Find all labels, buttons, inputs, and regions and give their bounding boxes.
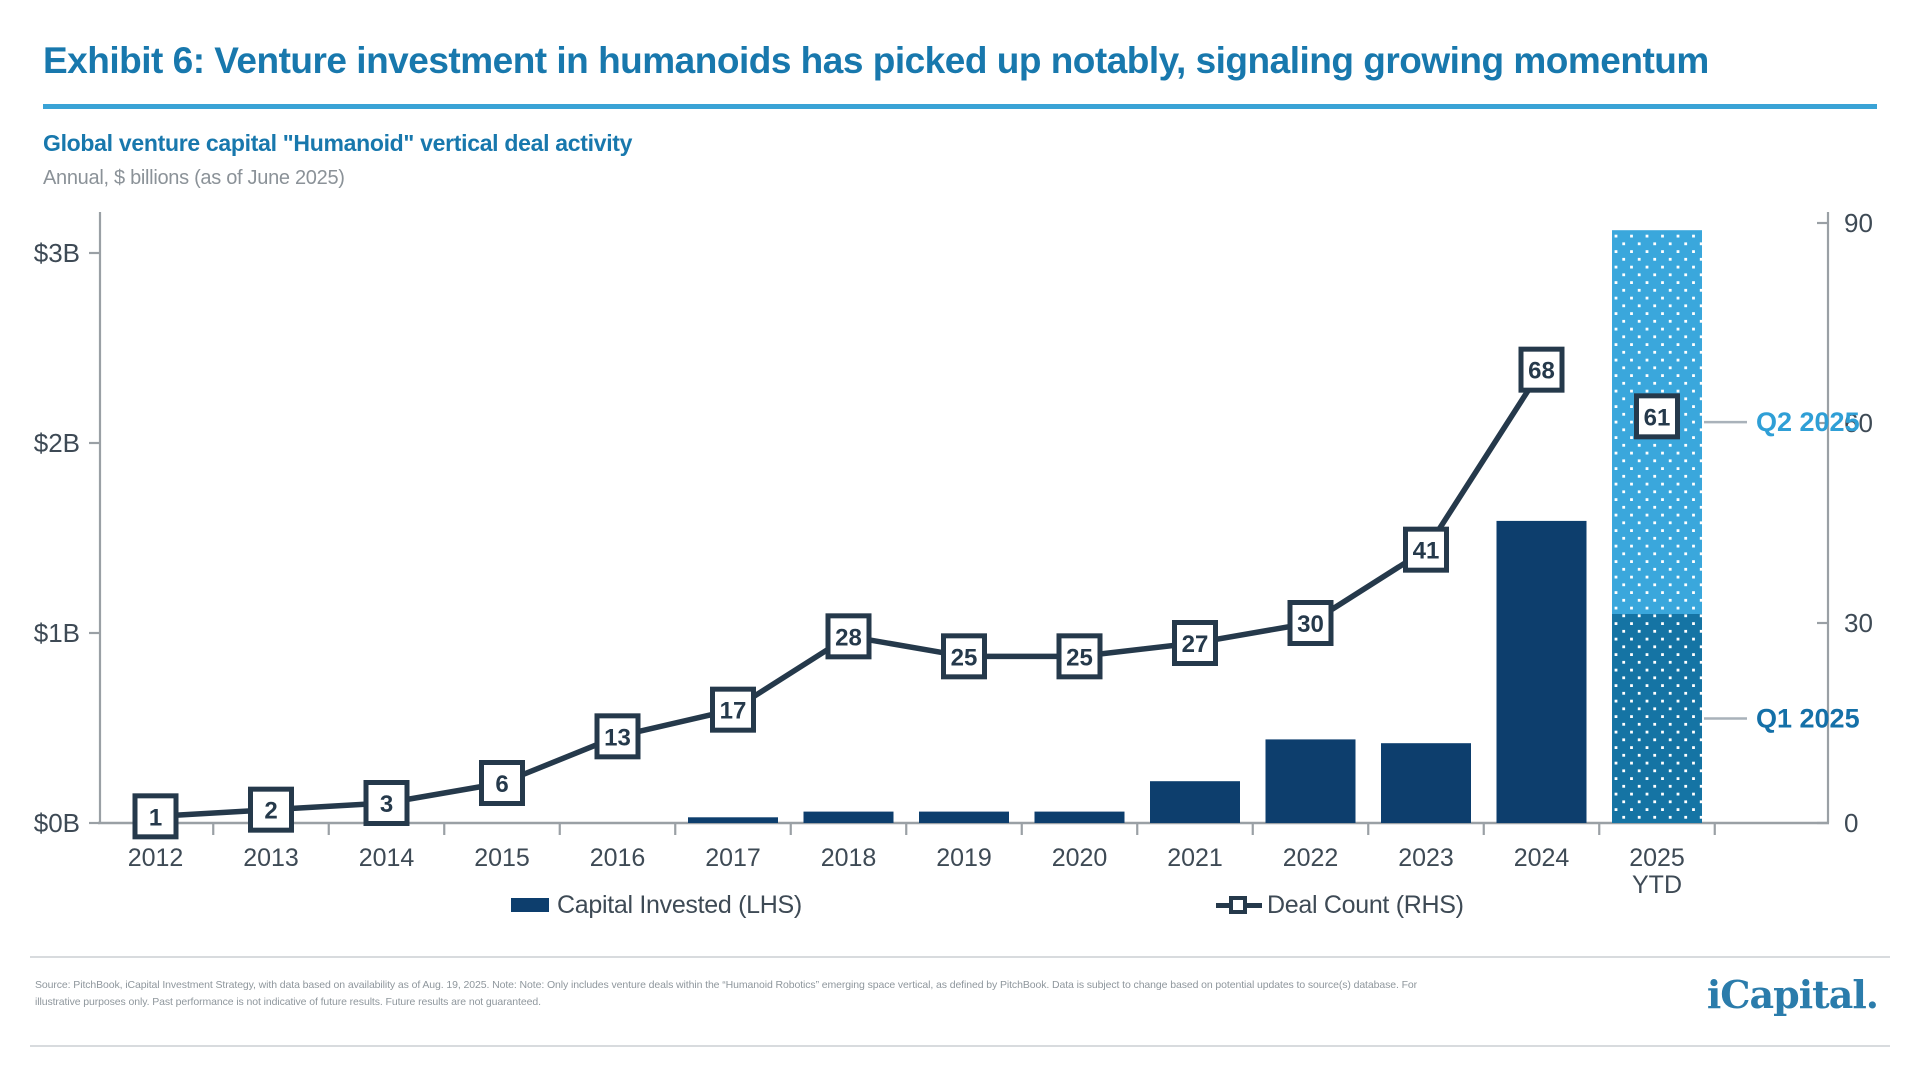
legend-label-capital-invested: Capital Invested (LHS) bbox=[557, 890, 802, 919]
footer-divider-top bbox=[30, 956, 1890, 958]
x-axis-category-label: 2023 bbox=[1398, 844, 1454, 872]
x-axis-category-label: 2020 bbox=[1052, 844, 1108, 872]
bar-capital-invested-2020 bbox=[1034, 811, 1125, 823]
deal-count-value-box bbox=[1634, 393, 1680, 440]
deal-count-value: 28 bbox=[835, 624, 862, 651]
x-axis-category-label: 2022 bbox=[1283, 844, 1339, 872]
deal-count-value-box bbox=[132, 793, 179, 840]
deal-count-value: 25 bbox=[951, 644, 978, 671]
deal-count-value-box bbox=[479, 760, 525, 806]
page-title: Exhibit 6: Venture investment in humanoi… bbox=[43, 40, 1709, 81]
chart-units-caption: Annual, $ billions (as of June 2025) bbox=[43, 167, 345, 189]
deal-count-value: 25 bbox=[1066, 644, 1093, 671]
bar-capital-invested-2022 bbox=[1265, 739, 1356, 823]
bar-capital-invested-2021 bbox=[1150, 781, 1240, 823]
legend-item-deal-count: Deal Count (RHS) bbox=[1216, 888, 1464, 922]
bar-capital-invested-2024 bbox=[1496, 520, 1587, 823]
deal-count-value-box bbox=[1287, 600, 1334, 646]
footer-divider-bottom bbox=[30, 1045, 1890, 1047]
x-axis-category-label: 2021 bbox=[1167, 844, 1223, 872]
deal-count-value-box bbox=[1403, 526, 1449, 573]
x-axis-category-label: 2025 YTD bbox=[1629, 844, 1685, 899]
legend-item-capital-invested: Capital Invested (LHS) bbox=[511, 888, 802, 922]
x-axis-category-label: 2015 bbox=[474, 844, 530, 872]
q1-2025-label: Q1 2025 bbox=[1756, 704, 1860, 734]
bar-capital-invested-2019 bbox=[919, 811, 1009, 823]
deal-count-value-box bbox=[1172, 620, 1218, 666]
right-axis-tick-label: 90 bbox=[1844, 208, 1873, 238]
bar-capital-invested-2017 bbox=[688, 817, 778, 823]
bar-capital-invested-2023 bbox=[1381, 743, 1471, 823]
source-note: Source: PitchBook, iCapital Investment S… bbox=[35, 977, 1715, 1011]
icapital-logo: iCapital. bbox=[1706, 972, 1879, 1017]
right-axis-tick-label: 60 bbox=[1844, 408, 1873, 438]
left-axis-tick-label: $3B bbox=[34, 238, 80, 268]
deal-count-value-box bbox=[594, 713, 641, 760]
x-axis-category-label: 2016 bbox=[590, 844, 646, 872]
legend-label-deal-count: Deal Count (RHS) bbox=[1267, 890, 1464, 919]
left-axis-tick-label: $1B bbox=[34, 618, 80, 648]
bar-capital-invested-2018 bbox=[803, 811, 894, 823]
deal-count-value-box bbox=[248, 786, 294, 833]
deal-count-value: 68 bbox=[1528, 358, 1555, 385]
right-axis-tick-label: 0 bbox=[1844, 808, 1858, 838]
x-axis-category-label: 2024 bbox=[1514, 844, 1570, 872]
title-underline-rule bbox=[43, 104, 1877, 109]
deal-count-value: 13 bbox=[604, 724, 631, 751]
source-note-line1: Source: PitchBook, iCapital Investment S… bbox=[35, 979, 1418, 991]
capital-invested-swatch bbox=[511, 898, 549, 912]
chart-legend: Capital Invested (LHS) Deal Count (RHS) bbox=[0, 888, 1920, 928]
deal-count-value-box bbox=[1518, 346, 1565, 393]
deal-count-value: 41 bbox=[1413, 538, 1440, 565]
deal-count-value-box bbox=[1056, 633, 1103, 680]
bar-2025-q1-segment bbox=[1612, 614, 1702, 823]
deal-count-value: 6 bbox=[495, 771, 508, 798]
deal-count-value: 1 bbox=[149, 804, 162, 831]
deal-count-value: 17 bbox=[720, 698, 747, 725]
x-axis-category-label: 2012 bbox=[128, 844, 184, 872]
deal-count-value: 27 bbox=[1182, 631, 1209, 658]
right-axis-tick-label: 30 bbox=[1844, 608, 1873, 638]
x-axis-category-label: 2019 bbox=[936, 844, 992, 872]
x-axis-category-label: 2013 bbox=[243, 844, 299, 872]
deal-count-value: 2 bbox=[264, 798, 277, 825]
deal-count-value: 3 bbox=[380, 791, 393, 818]
deal-count-value-box bbox=[941, 633, 987, 680]
x-axis-category-label: 2014 bbox=[359, 844, 415, 872]
deal-count-value-box bbox=[825, 613, 872, 660]
deal-count-value: 61 bbox=[1644, 404, 1671, 431]
q2-2025-label: Q2 2025 bbox=[1756, 407, 1860, 437]
deal-count-value-box bbox=[363, 780, 410, 826]
chart-subtitle: Global venture capital "Humanoid" vertic… bbox=[43, 130, 633, 156]
left-axis-tick-label: $2B bbox=[34, 428, 80, 458]
deal-count-value-box bbox=[710, 686, 756, 733]
source-note-line2: illustrative purposes only. Past perform… bbox=[35, 996, 541, 1008]
x-axis-category-label: 2018 bbox=[821, 844, 877, 872]
left-axis-tick-label: $0B bbox=[34, 808, 80, 838]
deal-count-line-marker-icon bbox=[1216, 896, 1262, 914]
deal-count-value: 30 bbox=[1297, 611, 1324, 638]
x-axis-category-label: 2017 bbox=[705, 844, 761, 872]
